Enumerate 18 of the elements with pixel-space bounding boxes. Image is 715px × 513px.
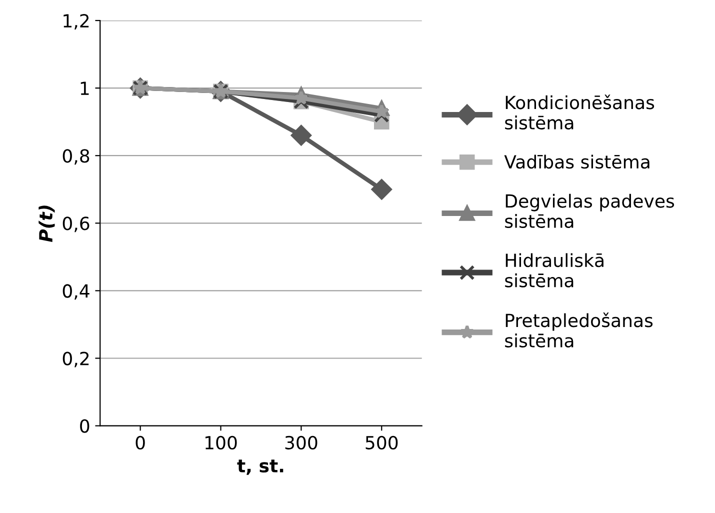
legend-label: Degvielas padeves sistēma xyxy=(505,194,674,228)
y-tick-label: 1 xyxy=(80,82,89,95)
x-tick-label: 300 xyxy=(285,436,318,450)
y-axis-title: P(t) xyxy=(38,206,55,242)
y-tick-label: 0,8 xyxy=(62,149,90,165)
legend-label: Kondicionēšanas sistēma xyxy=(505,94,654,130)
x-axis-title: t, st. xyxy=(237,460,284,475)
y-tick-label: 0,6 xyxy=(62,216,90,232)
legend-label: Hidrauliskā sistēma xyxy=(505,253,604,288)
x-tick-label: 0 xyxy=(136,436,145,450)
legend-label: Pretapledošanas sistēma xyxy=(505,312,653,348)
x-tick-label: 500 xyxy=(366,436,398,450)
y-tick-label: 0 xyxy=(80,419,90,433)
y-tick-label: 1,2 xyxy=(64,14,89,30)
legend-label: Vadības sistēma xyxy=(504,154,650,169)
y-tick-label: 0,4 xyxy=(62,284,90,300)
x-tick-label: 100 xyxy=(206,436,237,450)
y-tick-label: 0,2 xyxy=(62,352,89,368)
